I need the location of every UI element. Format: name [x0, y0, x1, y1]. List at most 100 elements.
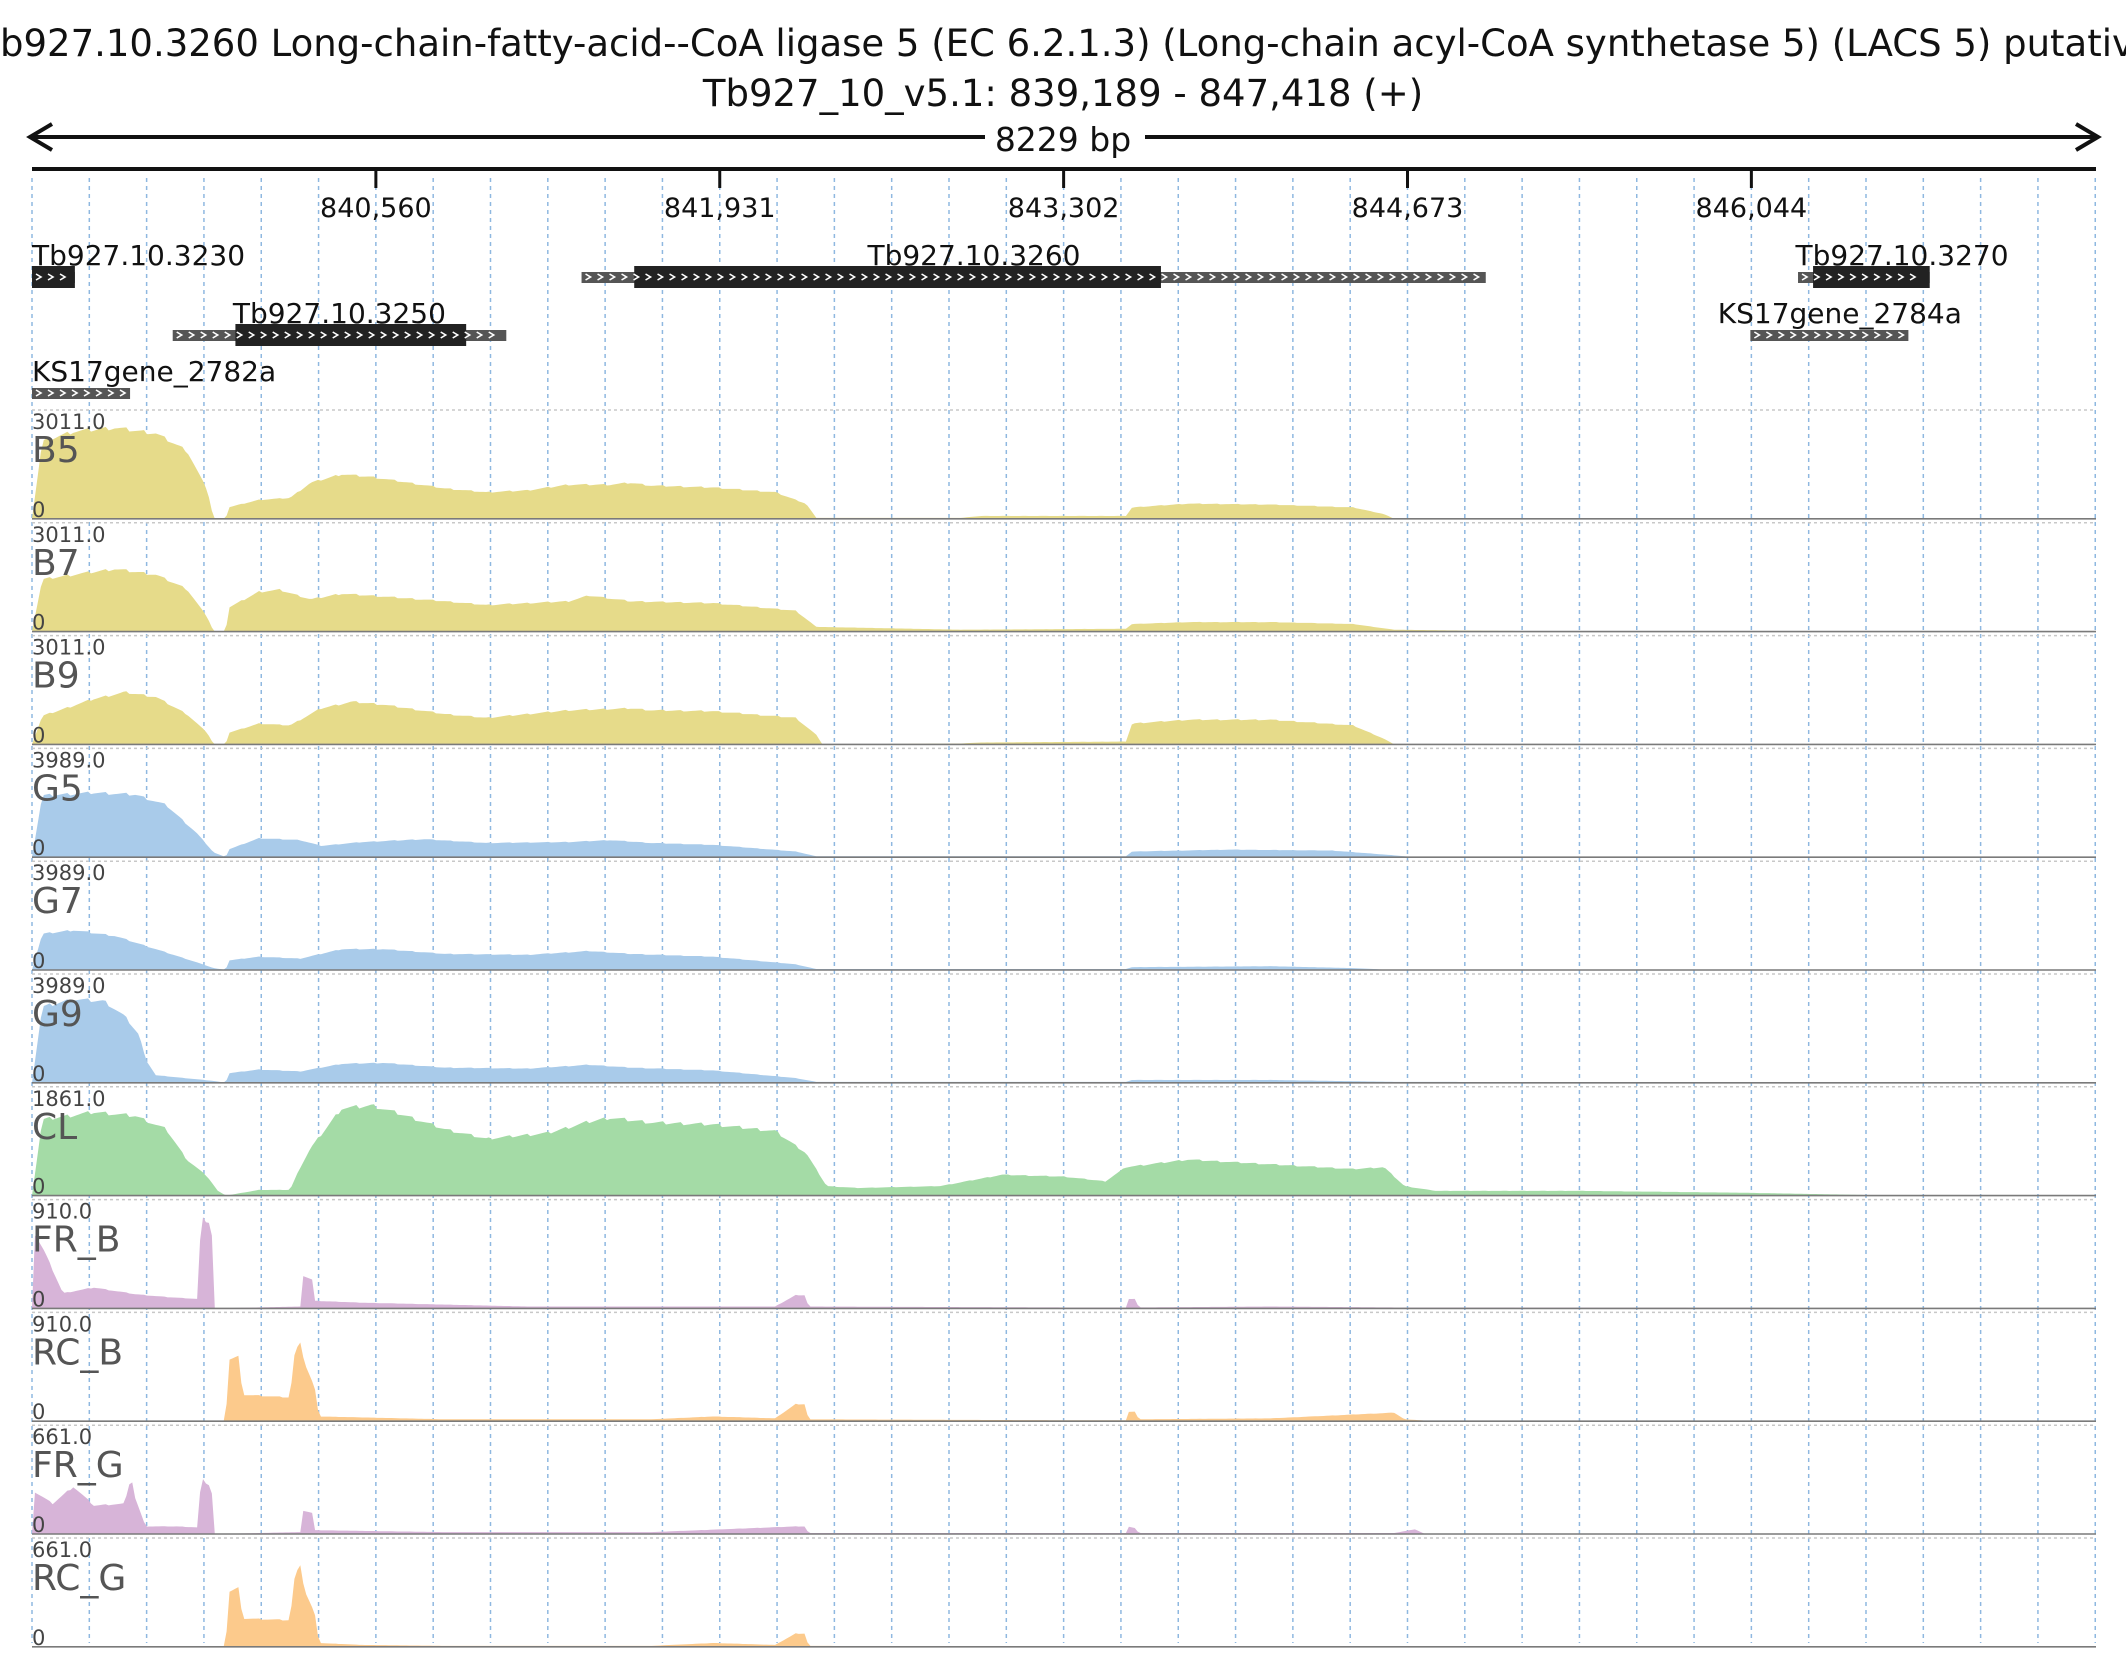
track-name-label: RC_B: [32, 1332, 123, 1373]
strand-arrow-icon: [1245, 273, 1253, 281]
gene-label[interactable]: KS17gene_2784a: [1718, 297, 1962, 330]
strand-arrow-icon: [717, 273, 725, 281]
gene-feature[interactable]: Tb927.10.3260: [581, 239, 1486, 288]
track-max-label: 1861.0: [32, 1087, 105, 1111]
track-max-label: 3011.0: [32, 523, 105, 547]
strand-arrow-icon: [1777, 331, 1785, 339]
strand-arrow-icon: [1849, 331, 1857, 339]
strand-arrow-icon: [1053, 273, 1061, 281]
track-max-label: 3989.0: [32, 748, 105, 772]
strand-arrow-icon: [284, 331, 292, 339]
strand-arrow-icon: [741, 273, 749, 281]
ruler-tick-label: 841,931: [664, 193, 776, 224]
track-name-label: B7: [32, 543, 80, 584]
strand-arrow-icon: [248, 331, 256, 339]
track-cl[interactable]: 1861.0CL 0: [32, 1086, 2096, 1199]
strand-arrow-icon: [813, 273, 821, 281]
strand-arrow-icon: [260, 331, 268, 339]
strand-arrow-icon: [1161, 273, 1169, 281]
strand-arrow-icon: [440, 331, 448, 339]
strand-arrow-icon: [35, 273, 43, 281]
strand-arrow-icon: [416, 331, 424, 339]
track-min-label: 0: [32, 1626, 45, 1650]
strand-arrow-icon: [47, 273, 55, 281]
track-name-label: FR_G: [32, 1445, 124, 1486]
strand-arrow-icon: [585, 273, 593, 281]
coordinate-ruler: 840,560 841,931 843,302 844,673 846,044: [32, 167, 2096, 224]
grid-lines: [31, 178, 2096, 1643]
track-rc-g[interactable]: 661.0RC_G 0: [32, 1537, 2096, 1650]
strand-arrow-icon: [1257, 273, 1265, 281]
strand-arrow-icon: [1029, 273, 1037, 281]
strand-arrow-icon: [71, 389, 79, 397]
gene-feature[interactable]: KS17gene_2782a: [32, 355, 276, 399]
strand-arrow-icon: [1801, 331, 1809, 339]
gene-cds-block[interactable]: [634, 266, 1161, 288]
track-max-label: 3989.0: [32, 974, 105, 998]
strand-arrow-icon: [1185, 273, 1193, 281]
track-b5[interactable]: 3011.0B5 0: [32, 409, 2096, 522]
gene-feature[interactable]: Tb927.10.3230: [31, 239, 245, 288]
strand-arrow-icon: [1341, 273, 1349, 281]
strand-arrow-icon: [1765, 331, 1773, 339]
track-name-label: CL: [32, 1107, 77, 1148]
gene-feature[interactable]: Tb927.10.3250: [172, 297, 507, 346]
strand-arrow-icon: [200, 331, 208, 339]
track-g7[interactable]: 3989.0G7 0: [32, 860, 2096, 973]
strand-arrow-icon: [392, 331, 400, 339]
track-name-label: FR_B: [32, 1220, 120, 1261]
track-b9[interactable]: 3011.0B9 0: [32, 634, 2096, 748]
span-arrow: 8229 bp: [26, 120, 2102, 159]
strand-arrow-icon: [1101, 273, 1109, 281]
track-name-label: B5: [32, 430, 80, 471]
strand-arrow-icon: [1897, 273, 1905, 281]
track-g9[interactable]: 3989.0G9 0: [32, 973, 2096, 1086]
track-max-label: 3011.0: [32, 410, 105, 434]
strand-arrow-icon: [645, 273, 653, 281]
strand-arrow-icon: [59, 273, 67, 281]
ruler-tick-label: 840,560: [320, 193, 432, 224]
strand-arrow-icon: [1209, 273, 1217, 281]
track-b7[interactable]: 3011.0B7 0: [32, 522, 2096, 635]
gene-feature[interactable]: KS17gene_2784a: [1718, 297, 1962, 341]
strand-arrow-icon: [464, 331, 472, 339]
strand-arrow-icon: [1837, 331, 1845, 339]
track-rc-b[interactable]: 910.0RC_B 0: [32, 1311, 2096, 1424]
strand-arrow-icon: [825, 273, 833, 281]
track-max-label: 661.0: [32, 1538, 92, 1562]
strand-arrow-icon: [1281, 273, 1289, 281]
track-min-label: 0: [32, 949, 45, 973]
track-max-label: 910.0: [32, 1200, 92, 1224]
track-g5[interactable]: 3989.0G5 0: [32, 747, 2096, 860]
strand-arrow-icon: [176, 331, 184, 339]
strand-arrow-icon: [404, 331, 412, 339]
gene-cds-block[interactable]: [1813, 266, 1930, 288]
strand-arrow-icon: [909, 273, 917, 281]
track-min-label: 0: [32, 1287, 45, 1311]
track-min-label: 0: [32, 498, 45, 522]
track-min-label: 0: [32, 1062, 45, 1086]
gene-label[interactable]: KS17gene_2782a: [32, 355, 276, 388]
track-fr-b[interactable]: 910.0FR_B 0: [32, 1198, 2096, 1312]
coverage-area: [32, 930, 2096, 970]
track-name-label: G9: [32, 994, 83, 1035]
coverage-area: [32, 1342, 2096, 1422]
strand-arrow-icon: [188, 331, 196, 339]
track-name-label: G7: [32, 881, 83, 922]
strand-arrow-icon: [1909, 273, 1917, 281]
strand-arrow-icon: [1813, 331, 1821, 339]
track-fr-g[interactable]: 661.0FR_G 0: [32, 1424, 2096, 1537]
gene-utr-bar[interactable]: [32, 388, 131, 399]
track-min-label: 0: [32, 611, 45, 635]
strand-arrow-icon: [969, 273, 977, 281]
strand-arrow-icon: [1861, 273, 1869, 281]
strand-arrow-icon: [597, 273, 605, 281]
strand-arrow-icon: [1389, 273, 1397, 281]
gene-feature[interactable]: Tb927.10.3270: [1795, 239, 2009, 288]
strand-arrow-icon: [1041, 273, 1049, 281]
strand-arrow-icon: [993, 273, 1001, 281]
coverage-area: [32, 1217, 2096, 1309]
strand-arrow-icon: [1837, 273, 1845, 281]
strand-arrow-icon: [1449, 273, 1457, 281]
strand-arrow-icon: [1813, 273, 1821, 281]
